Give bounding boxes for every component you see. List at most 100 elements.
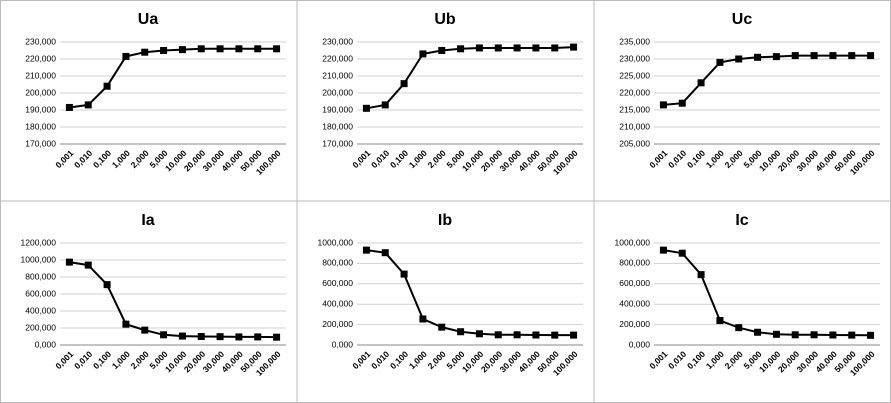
data-point xyxy=(570,331,578,339)
data-point xyxy=(438,47,446,54)
data-point xyxy=(475,330,483,338)
y-tick-label: 225,000 xyxy=(619,70,650,80)
data-point xyxy=(178,332,186,340)
data-point xyxy=(551,331,559,339)
data-point xyxy=(141,48,149,56)
data-point xyxy=(754,328,762,336)
y-tick-label: 400,000 xyxy=(322,298,353,308)
data-point xyxy=(735,55,743,63)
y-tick-label: 400,000 xyxy=(25,305,56,315)
data-point xyxy=(178,46,186,54)
y-tick-label: 170,000 xyxy=(25,138,56,148)
data-point xyxy=(867,331,875,339)
data-point xyxy=(197,333,205,340)
y-tick-label: 205,000 xyxy=(619,138,650,148)
y-tick-label: 600,000 xyxy=(322,278,353,288)
y-tick-label: 200,000 xyxy=(25,322,56,332)
data-point xyxy=(551,44,559,52)
y-tick-label: 220,000 xyxy=(322,53,353,63)
data-point xyxy=(829,52,837,60)
data-point xyxy=(659,246,667,254)
chart-title: Ub xyxy=(434,11,456,28)
data-point xyxy=(697,79,705,87)
data-point xyxy=(362,246,370,254)
data-point xyxy=(475,44,483,52)
data-point xyxy=(678,249,686,257)
data-point xyxy=(457,45,465,53)
y-tick-label: 1000,000 xyxy=(318,237,354,247)
y-tick-label: 200,000 xyxy=(619,319,650,329)
y-tick-label: 210,000 xyxy=(619,121,650,131)
y-tick-label: 200,000 xyxy=(25,87,56,97)
data-point xyxy=(848,52,856,60)
data-point xyxy=(532,331,540,339)
y-tick-label: 210,000 xyxy=(25,70,56,80)
y-tick-label: 1200,000 xyxy=(21,237,57,247)
data-point xyxy=(438,323,446,331)
y-tick-label: 800,000 xyxy=(25,271,56,281)
chart-title: Uc xyxy=(732,11,753,28)
data-point xyxy=(103,82,111,90)
data-point xyxy=(197,45,205,53)
y-tick-label: 230,000 xyxy=(25,36,56,46)
data-point xyxy=(791,52,799,60)
data-point xyxy=(65,258,73,266)
y-tick-label: 190,000 xyxy=(25,104,56,114)
data-point xyxy=(829,331,837,339)
data-point xyxy=(716,58,724,66)
y-tick-label: 180,000 xyxy=(322,121,353,131)
data-point xyxy=(235,45,243,53)
data-point xyxy=(419,50,427,58)
data-point xyxy=(235,333,243,341)
y-tick-label: 1000,000 xyxy=(21,254,57,264)
data-point xyxy=(216,333,224,341)
y-tick-label: 230,000 xyxy=(619,53,650,63)
y-tick-label: 190,000 xyxy=(322,104,353,114)
data-point xyxy=(141,326,149,334)
data-point xyxy=(216,45,224,53)
y-tick-label: 220,000 xyxy=(25,53,56,63)
data-point xyxy=(362,104,370,112)
y-tick-label: 0,000 xyxy=(332,339,354,349)
data-point xyxy=(513,331,521,339)
y-tick-label: 210,000 xyxy=(322,70,353,80)
chart-title: Ib xyxy=(438,212,452,229)
data-point xyxy=(400,270,408,278)
data-point xyxy=(381,101,389,109)
data-point xyxy=(848,331,856,339)
y-tick-label: 1000,000 xyxy=(615,237,651,247)
data-point xyxy=(273,45,281,53)
y-tick-label: 220,000 xyxy=(619,87,650,97)
data-point xyxy=(122,52,130,60)
data-point xyxy=(381,249,389,257)
data-point xyxy=(810,331,818,339)
chart-title: Ic xyxy=(735,212,748,229)
data-point xyxy=(160,47,168,54)
y-tick-label: 800,000 xyxy=(322,258,353,268)
data-point xyxy=(697,271,705,279)
chart-title: Ua xyxy=(138,11,159,28)
data-point xyxy=(400,80,408,88)
data-point xyxy=(735,324,743,332)
y-tick-label: 0,000 xyxy=(35,339,57,349)
y-tick-label: 235,000 xyxy=(619,36,650,46)
data-point xyxy=(754,53,762,61)
data-point xyxy=(254,45,262,53)
y-tick-label: 180,000 xyxy=(25,121,56,131)
data-point xyxy=(84,101,92,109)
y-tick-label: 200,000 xyxy=(322,87,353,97)
data-point xyxy=(570,43,578,51)
y-tick-label: 170,000 xyxy=(322,138,353,148)
data-point xyxy=(273,333,281,341)
data-point xyxy=(494,44,502,52)
data-point xyxy=(103,281,111,289)
y-tick-label: 230,000 xyxy=(322,36,353,46)
chart-title: Ia xyxy=(141,212,154,229)
data-point xyxy=(122,320,130,328)
data-point xyxy=(810,52,818,60)
data-point xyxy=(513,44,521,52)
y-tick-label: 600,000 xyxy=(25,288,56,298)
data-point xyxy=(772,330,780,338)
data-point xyxy=(65,103,73,111)
